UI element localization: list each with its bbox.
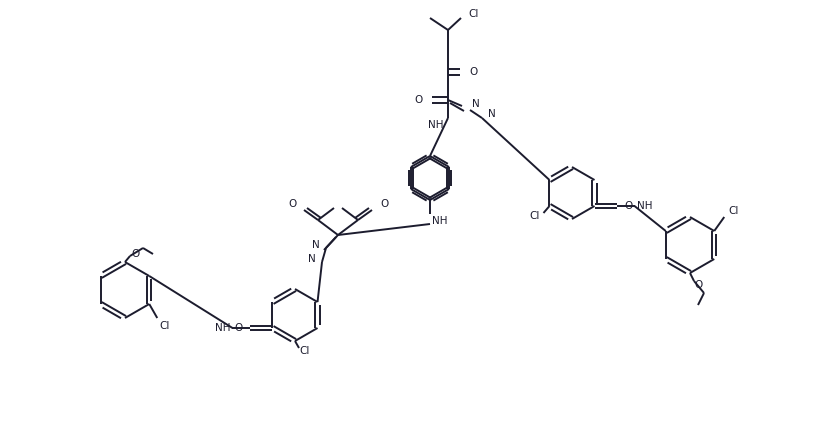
Text: O: O: [234, 323, 242, 333]
Text: N: N: [472, 99, 479, 109]
Text: NH: NH: [428, 120, 443, 130]
Text: O: O: [379, 199, 387, 209]
Text: NH: NH: [215, 323, 230, 333]
Text: Cl: Cl: [468, 9, 477, 19]
Text: Cl: Cl: [528, 211, 539, 221]
Text: O: O: [414, 95, 423, 105]
Text: O: O: [468, 67, 477, 77]
Text: N: N: [308, 254, 315, 264]
Text: Cl: Cl: [159, 321, 170, 331]
Text: O: O: [131, 249, 139, 259]
Text: O: O: [693, 280, 701, 290]
Text: NH: NH: [432, 216, 447, 226]
Text: NH: NH: [636, 201, 651, 211]
Text: N: N: [312, 240, 319, 250]
Text: Cl: Cl: [727, 206, 738, 216]
Text: O: O: [624, 201, 632, 211]
Text: N: N: [487, 109, 495, 119]
Text: O: O: [288, 199, 296, 209]
Text: Cl: Cl: [299, 346, 309, 356]
